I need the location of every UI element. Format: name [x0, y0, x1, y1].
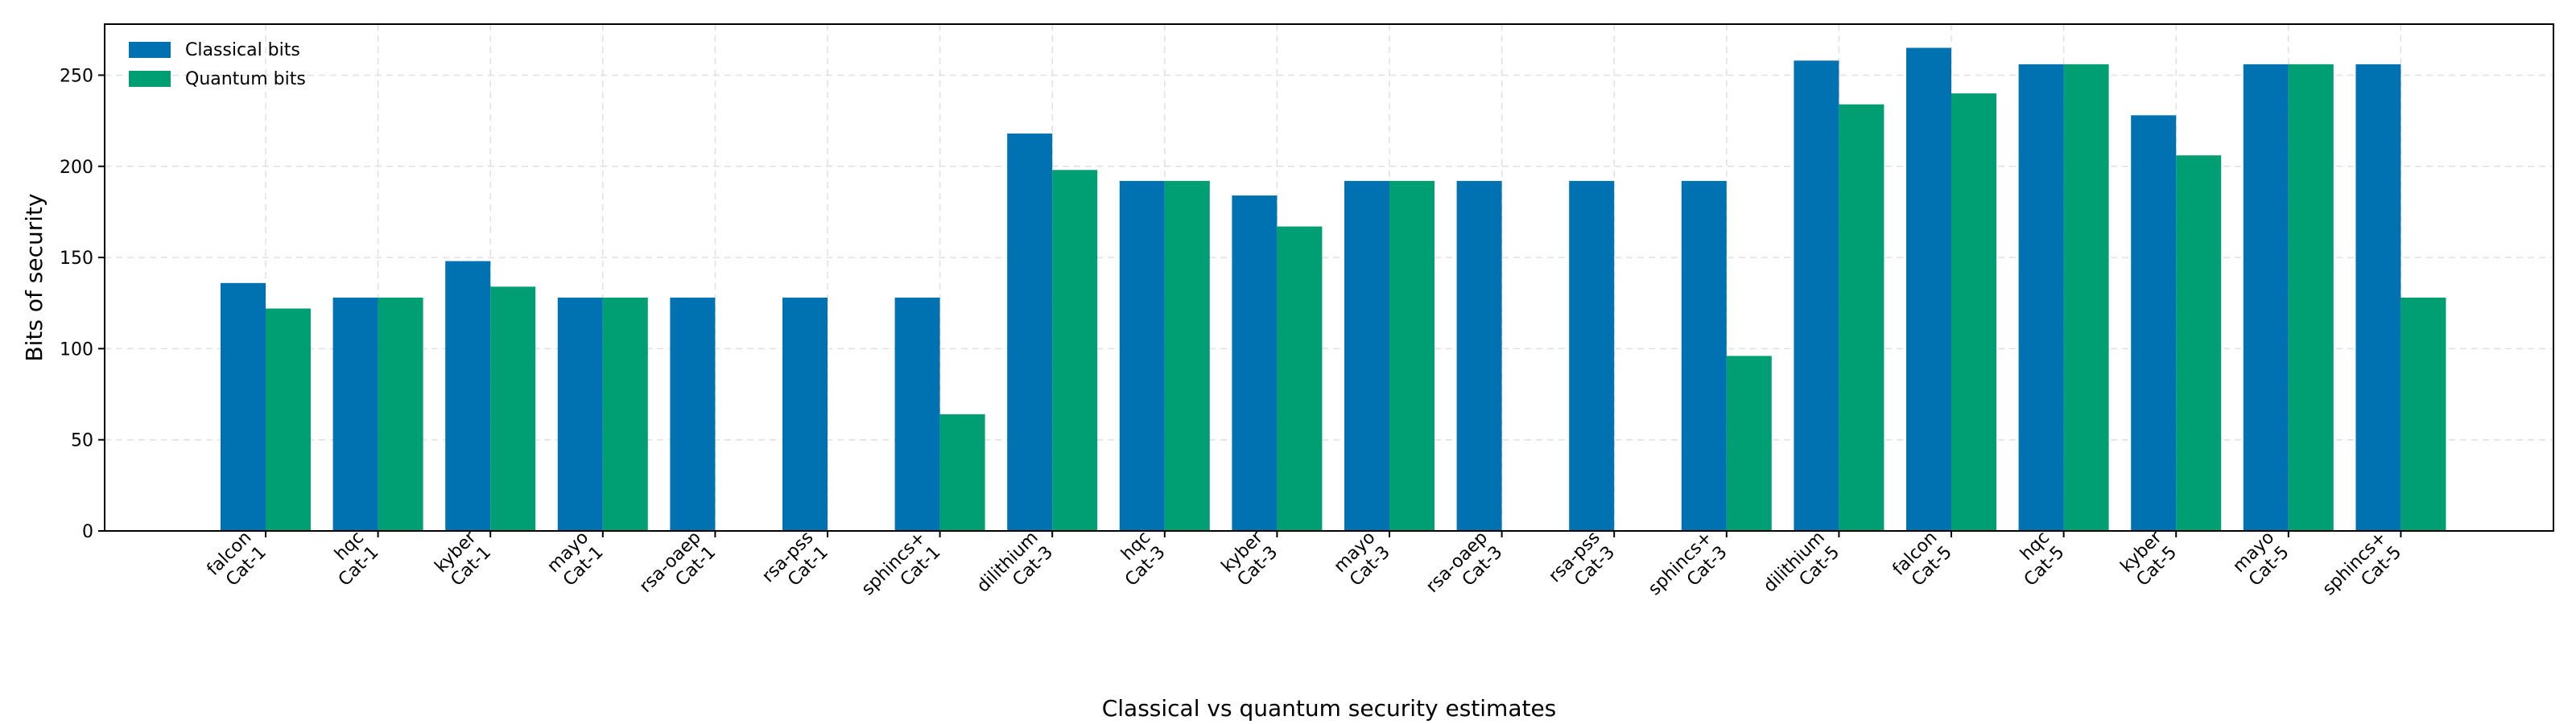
- x-axis: falconCat-1 hqcCat-1 kyberCat-1 mayoCat-1 rs…: [204, 527, 2406, 615]
- bar-classical-bits: [2355, 64, 2401, 531]
- legend: Classical bits Quantum bits: [129, 40, 306, 89]
- x-tick-label: dilithiumCat-5: [1760, 528, 1843, 611]
- x-tick-label: hqcCat-5: [2005, 528, 2068, 590]
- x-tick-label: rsa-oaepCat-1: [636, 528, 720, 611]
- x-tick-label: mayoCat-5: [2229, 528, 2293, 591]
- x-tick-label: sphincs+Cat-1: [858, 528, 945, 615]
- x-tick-label: falconCat-1: [204, 528, 270, 594]
- bar-quantum-bits: [2288, 64, 2334, 531]
- bar-quantum-bits: [490, 286, 536, 531]
- x-tick-label: falconCat-5: [1889, 528, 1956, 594]
- y-axis: 0 50 100 150 200 250: [60, 66, 105, 542]
- bar-classical-bits: [1344, 180, 1389, 531]
- x-tick-label: dilithiumCat-3: [973, 528, 1057, 611]
- bar-classical-bits: [2243, 64, 2289, 531]
- bar-classical-bits: [1456, 180, 1502, 531]
- bar-classical-bits: [1007, 133, 1053, 531]
- bar-quantum-bits: [939, 413, 985, 531]
- x-tick-label: kyberCat-5: [2117, 527, 2182, 591]
- x-tick-label: rsa-pssCat-3: [1545, 528, 1619, 602]
- bar-classical-bits: [782, 297, 828, 531]
- bars: [221, 47, 2446, 532]
- x-tick-label: rsa-oaepCat-3: [1422, 528, 1506, 611]
- x-tick-label: kyberCat-3: [1218, 527, 1282, 591]
- bar-classical-bits: [221, 282, 266, 531]
- plot-frame: [104, 23, 2554, 532]
- bar-classical-bits: [894, 297, 940, 531]
- bar-quantum-bits: [1277, 226, 1323, 531]
- y-tick-label: 50: [71, 431, 93, 451]
- y-axis-label: Bits of security: [21, 193, 47, 361]
- x-tick-label: mayoCat-1: [543, 528, 607, 591]
- bar-quantum-bits: [1389, 180, 1435, 531]
- x-tick-label: sphincs+Cat-5: [2319, 528, 2406, 615]
- bar-quantum-bits: [2401, 297, 2446, 531]
- bar-classical-bits: [1232, 195, 1278, 531]
- bar-quantum-bits: [1052, 170, 1098, 531]
- bar-classical-bits: [332, 297, 378, 531]
- y-tick-label: 100: [60, 339, 93, 360]
- x-tick-label: sphincs+Cat-3: [1645, 528, 1732, 615]
- x-tick-label: kyberCat-1: [431, 527, 496, 591]
- bar-classical-bits: [1569, 180, 1615, 531]
- y-tick-label: 150: [60, 249, 93, 269]
- bar-classical-bits: [670, 297, 716, 531]
- bar-quantum-bits: [1726, 356, 1772, 531]
- bar-quantum-bits: [2063, 64, 2109, 531]
- x-tick-label: rsa-pssCat-1: [758, 528, 832, 602]
- legend-swatch: [129, 71, 171, 87]
- bar-quantum-bits: [1164, 180, 1210, 531]
- bar-classical-bits: [2018, 64, 2064, 531]
- legend-label: Classical bits: [185, 40, 300, 60]
- bar-classical-bits: [1119, 180, 1165, 531]
- bar-classical-bits: [557, 297, 603, 531]
- bar-quantum-bits: [602, 297, 648, 531]
- bar-classical-bits: [445, 261, 491, 531]
- bar-classical-bits: [1906, 47, 1951, 531]
- bar-classical-bits: [2131, 115, 2177, 532]
- legend-label: Quantum bits: [185, 69, 306, 89]
- x-tick-label: mayoCat-3: [1330, 528, 1393, 591]
- bar-quantum-bits: [2176, 155, 2222, 531]
- bar-quantum-bits: [1951, 93, 1996, 531]
- x-tick-label: hqcCat-3: [1107, 528, 1170, 590]
- y-tick-label: 250: [60, 66, 93, 86]
- bar-quantum-bits: [378, 297, 423, 531]
- bar-quantum-bits: [266, 308, 311, 531]
- y-tick-label: 0: [82, 522, 93, 542]
- legend-swatch: [129, 42, 171, 58]
- x-axis-label: Classical vs quantum security estimates: [1102, 695, 1557, 722]
- x-tick-label: hqcCat-1: [320, 528, 382, 590]
- bar-classical-bits: [1794, 60, 1839, 532]
- bar-classical-bits: [1681, 180, 1727, 531]
- bar-quantum-bits: [1839, 104, 1885, 532]
- y-tick-label: 200: [60, 158, 93, 178]
